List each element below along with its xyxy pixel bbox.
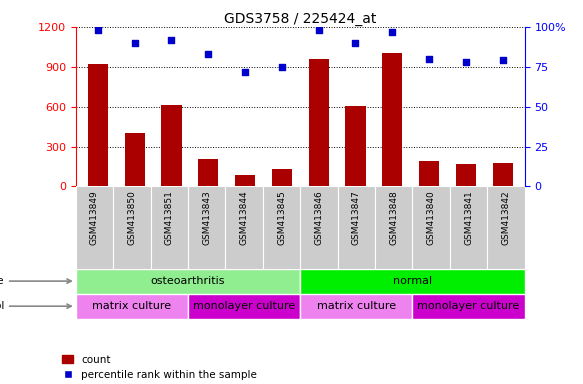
Bar: [413, 294, 525, 319]
Text: GSM413844: GSM413844: [240, 190, 248, 245]
Bar: [375, 187, 412, 268]
Bar: [113, 187, 150, 268]
Point: [461, 59, 470, 65]
Bar: [226, 187, 263, 268]
Bar: [125, 133, 145, 187]
Bar: [150, 187, 188, 268]
Text: GSM413840: GSM413840: [427, 190, 436, 245]
Text: growth protocol: growth protocol: [0, 301, 71, 311]
Text: GSM413846: GSM413846: [314, 190, 324, 245]
Text: GSM413849: GSM413849: [90, 190, 99, 245]
Point: [277, 64, 286, 70]
Bar: [456, 164, 476, 187]
Point: [167, 36, 176, 43]
Bar: [419, 161, 439, 187]
Text: GSM413851: GSM413851: [165, 190, 174, 245]
Bar: [198, 159, 219, 187]
Text: GSM413842: GSM413842: [501, 190, 511, 245]
Text: matrix culture: matrix culture: [92, 301, 171, 311]
Bar: [188, 187, 226, 268]
Point: [240, 68, 250, 74]
Bar: [300, 294, 412, 319]
Bar: [413, 187, 450, 268]
Bar: [188, 294, 300, 319]
Bar: [493, 163, 512, 187]
Point: [130, 40, 139, 46]
Point: [351, 40, 360, 46]
Legend: count, percentile rank within the sample: count, percentile rank within the sample: [58, 351, 261, 384]
Bar: [308, 59, 329, 187]
Text: GSM413843: GSM413843: [202, 190, 211, 245]
Bar: [76, 187, 113, 268]
Bar: [382, 53, 402, 187]
Point: [388, 28, 397, 35]
Text: monolayer culture: monolayer culture: [193, 301, 295, 311]
Text: matrix culture: matrix culture: [317, 301, 396, 311]
Bar: [235, 174, 255, 187]
Text: GSM413841: GSM413841: [464, 190, 473, 245]
Text: GSM413845: GSM413845: [277, 190, 286, 245]
Text: GSM413850: GSM413850: [128, 190, 136, 245]
Bar: [300, 268, 525, 294]
Bar: [161, 105, 181, 187]
Bar: [450, 187, 487, 268]
Text: normal: normal: [393, 276, 432, 286]
Text: GSM413848: GSM413848: [389, 190, 398, 245]
Bar: [263, 187, 300, 268]
Text: osteoarthritis: osteoarthritis: [151, 276, 225, 286]
Bar: [76, 268, 300, 294]
Point: [498, 57, 507, 63]
Title: GDS3758 / 225424_at: GDS3758 / 225424_at: [224, 12, 377, 26]
Bar: [76, 294, 188, 319]
Bar: [272, 169, 292, 187]
Bar: [88, 64, 108, 187]
Point: [314, 27, 324, 33]
Point: [93, 27, 103, 33]
Text: disease state: disease state: [0, 276, 71, 286]
Bar: [487, 187, 525, 268]
Bar: [345, 106, 366, 187]
Text: monolayer culture: monolayer culture: [417, 301, 519, 311]
Point: [203, 51, 213, 57]
Bar: [338, 187, 375, 268]
Bar: [300, 187, 338, 268]
Text: GSM413847: GSM413847: [352, 190, 361, 245]
Point: [424, 56, 434, 62]
